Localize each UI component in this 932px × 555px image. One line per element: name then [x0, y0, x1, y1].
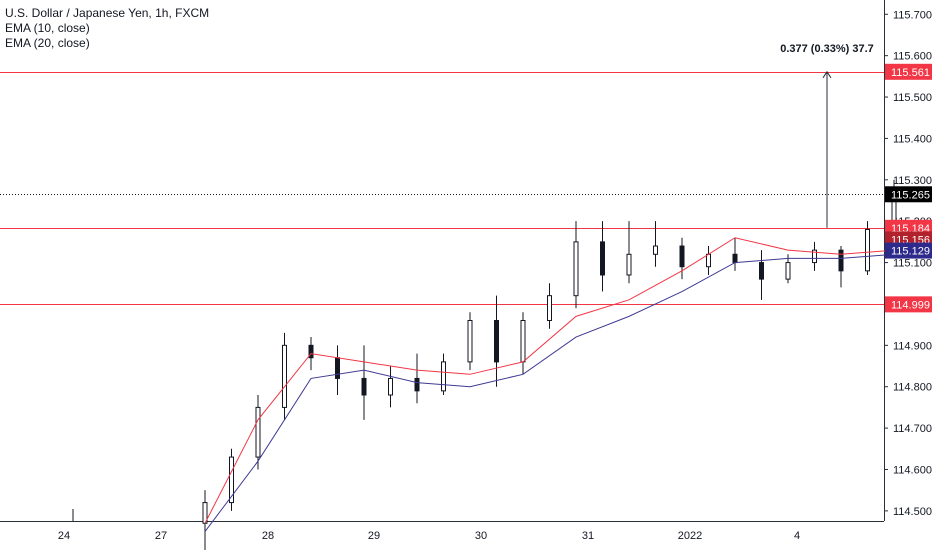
candle-body: [573, 241, 579, 297]
measure-label: 0.377 (0.33%) 37.7: [780, 43, 874, 55]
y-tick-label: 115.600: [893, 51, 932, 63]
x-tick-label: 31: [582, 530, 594, 542]
y-tick-label: 115.400: [893, 133, 932, 145]
candle-body: [229, 456, 234, 504]
price-label-box: [885, 296, 932, 313]
x-tick-label: 30: [475, 530, 487, 542]
candle-body: [335, 357, 340, 379]
price-label-box: [885, 242, 932, 259]
ema-line: [204, 237, 932, 524]
ema-fast-legend[interactable]: EMA (10, close): [5, 21, 90, 35]
y-tick-label: 115.300: [893, 175, 932, 187]
y-tick-label: 114.700: [893, 423, 932, 435]
candle-body: [255, 406, 261, 458]
candle-body: [441, 361, 446, 392]
candle-body: [467, 320, 473, 363]
price-label-box: [885, 186, 932, 203]
chart-legend: U.S. Dollar / Japanese Yen, 1h, FXCM EMA…: [5, 6, 209, 51]
candle-body: [626, 253, 632, 276]
candle-body: [812, 249, 817, 264]
x-tick-label: 24: [58, 530, 70, 542]
candle-body: [838, 249, 844, 272]
candle-body: [388, 377, 393, 396]
price-label-text: 115.561: [891, 67, 930, 79]
y-tick-label: 115.100: [893, 258, 932, 270]
candle-body: [520, 320, 526, 363]
y-tick-label: 115.500: [893, 92, 932, 104]
ema-line: [204, 253, 932, 532]
y-tick-label: 115.700: [893, 9, 932, 21]
price-label-text: 115.129: [891, 246, 930, 258]
price-label-text: 115.265: [891, 189, 930, 201]
measure-arrowhead: [822, 70, 832, 79]
symbol-title[interactable]: U.S. Dollar / Japanese Yen, 1h, FXCM: [5, 6, 210, 20]
candle-body: [282, 344, 287, 408]
y-tick-label: 114.600: [893, 464, 932, 476]
candle-body: [600, 241, 605, 276]
x-tick-label: 4: [794, 530, 800, 542]
y-tick-label: 114.900: [893, 340, 932, 352]
candle-body: [547, 295, 552, 322]
candle-body: [494, 320, 499, 363]
candle-body: [759, 262, 764, 280]
candle-body: [732, 253, 738, 264]
price-label-text: 114.999: [891, 299, 930, 311]
candle-body: [679, 245, 685, 268]
price-label-box: [885, 63, 932, 80]
y-tick-label: 114.500: [893, 506, 932, 518]
x-tick-label: 29: [368, 530, 380, 542]
candle-body: [706, 253, 711, 268]
ema-slow-legend[interactable]: EMA (20, close): [5, 36, 90, 50]
x-tick-label: 28: [262, 530, 274, 542]
y-tick-label: 114.800: [893, 382, 932, 394]
candle-body: [865, 228, 870, 272]
candle-body: [361, 377, 367, 396]
candle-body: [308, 344, 314, 359]
x-tick-label: 27: [155, 530, 167, 542]
x-tick-label: 2022: [678, 530, 702, 542]
candle-body: [785, 262, 791, 280]
candle-body: [653, 245, 658, 255]
candle-body: [414, 377, 420, 392]
